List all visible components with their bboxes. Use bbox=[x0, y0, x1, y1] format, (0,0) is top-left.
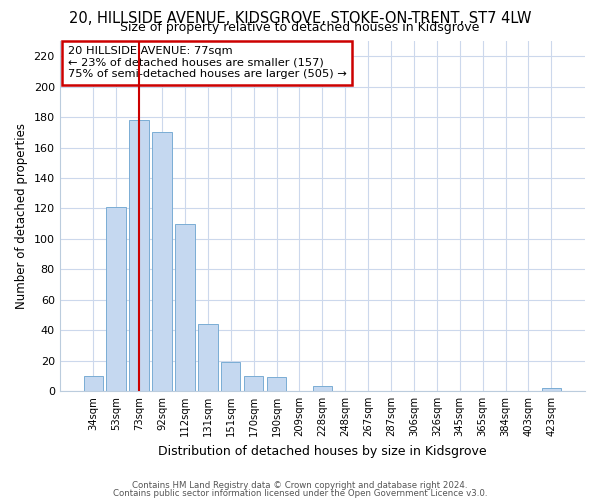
Bar bbox=[267, 377, 286, 391]
Y-axis label: Number of detached properties: Number of detached properties bbox=[15, 123, 28, 309]
Bar bbox=[244, 376, 263, 391]
Bar bbox=[106, 207, 126, 391]
Bar bbox=[542, 388, 561, 391]
Bar bbox=[198, 324, 218, 391]
Text: Size of property relative to detached houses in Kidsgrove: Size of property relative to detached ho… bbox=[121, 22, 479, 35]
X-axis label: Distribution of detached houses by size in Kidsgrove: Distribution of detached houses by size … bbox=[158, 444, 487, 458]
Bar bbox=[313, 386, 332, 391]
Text: 20 HILLSIDE AVENUE: 77sqm
← 23% of detached houses are smaller (157)
75% of semi: 20 HILLSIDE AVENUE: 77sqm ← 23% of detac… bbox=[68, 46, 346, 80]
Bar bbox=[83, 376, 103, 391]
Bar bbox=[130, 120, 149, 391]
Bar bbox=[221, 362, 241, 391]
Bar bbox=[152, 132, 172, 391]
Bar bbox=[175, 224, 194, 391]
Text: 20, HILLSIDE AVENUE, KIDSGROVE, STOKE-ON-TRENT, ST7 4LW: 20, HILLSIDE AVENUE, KIDSGROVE, STOKE-ON… bbox=[69, 11, 531, 26]
Text: Contains HM Land Registry data © Crown copyright and database right 2024.: Contains HM Land Registry data © Crown c… bbox=[132, 481, 468, 490]
Text: Contains public sector information licensed under the Open Government Licence v3: Contains public sector information licen… bbox=[113, 488, 487, 498]
